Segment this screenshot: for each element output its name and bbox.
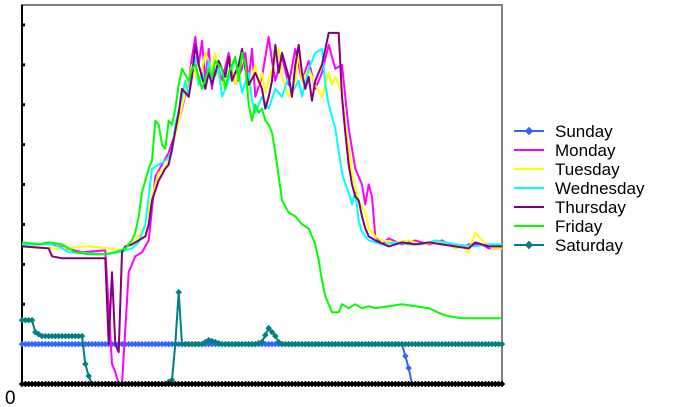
data-point	[261, 331, 269, 339]
data-point	[78, 332, 86, 340]
legend-label: Sunday	[555, 122, 613, 141]
data-point	[28, 316, 36, 324]
legend-item-friday: Friday	[514, 217, 603, 236]
series-monday	[22, 35, 502, 385]
series-thursday	[21, 31, 502, 354]
data-point	[498, 380, 506, 388]
series-line	[21, 31, 502, 354]
legend-label: Wednesday	[555, 179, 645, 198]
data-point	[85, 372, 93, 380]
series-line	[22, 35, 502, 385]
legend: SundayMondayTuesdayWednesdayThursdayFrid…	[514, 122, 645, 255]
data-point	[81, 360, 89, 368]
data-point	[498, 340, 506, 348]
data-point	[401, 352, 409, 360]
data-point	[268, 328, 276, 336]
data-point	[175, 288, 183, 296]
legend-label: Saturday	[555, 236, 624, 255]
legend-item-saturday: Saturday	[514, 236, 624, 255]
series-line	[22, 47, 502, 256]
data-point	[265, 324, 273, 332]
legend-item-sunday: Sunday	[514, 122, 613, 141]
series-tuesday	[21, 47, 502, 254]
legend-label: Friday	[555, 217, 603, 236]
legend-item-wednesday: Wednesday	[514, 179, 645, 198]
plot-frame	[21, 4, 503, 385]
series-line	[21, 51, 502, 320]
data-point	[271, 332, 279, 340]
y-tick-label: 0	[5, 388, 16, 407]
data-point	[258, 338, 266, 346]
legend-item-monday: Monday	[514, 141, 616, 160]
legend-label: Thursday	[555, 198, 626, 217]
data-point	[171, 340, 179, 348]
legend-item-tuesday: Tuesday	[514, 160, 620, 179]
series-layer	[18, 31, 506, 388]
legend-item-thursday: Thursday	[514, 198, 626, 217]
series-baseline	[18, 380, 506, 388]
legend-label: Monday	[555, 141, 616, 160]
data-point	[405, 364, 413, 372]
series-line	[21, 47, 502, 254]
legend-marker	[524, 240, 534, 250]
legend-marker	[524, 126, 534, 136]
series-friday	[21, 51, 502, 320]
series-wednesday	[22, 47, 502, 256]
y-axis-tick-labels: 0	[5, 388, 16, 407]
legend-label: Tuesday	[555, 160, 620, 179]
